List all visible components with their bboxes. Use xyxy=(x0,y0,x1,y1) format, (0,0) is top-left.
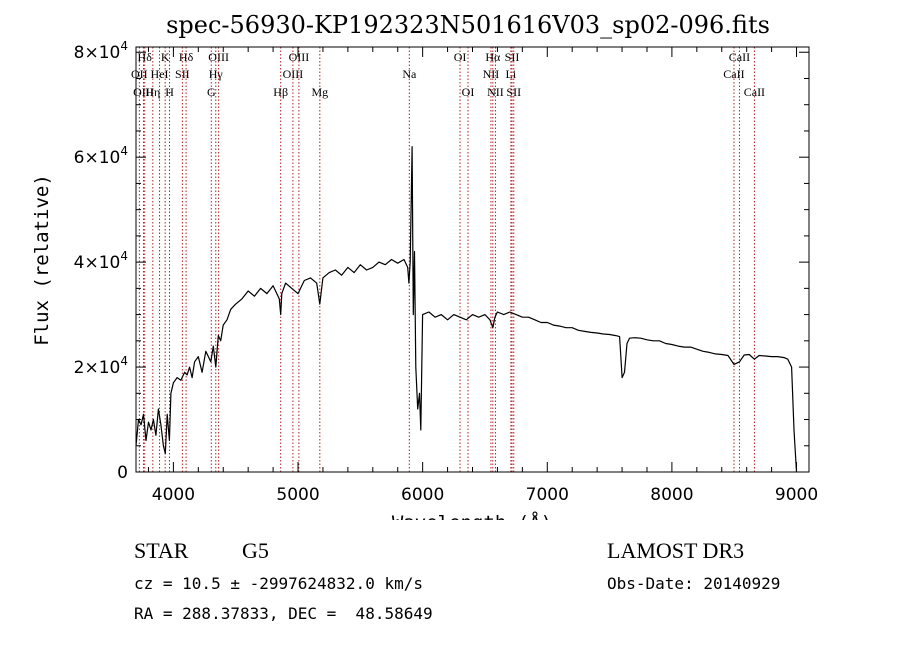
line-label: NII xyxy=(483,67,500,81)
line-label: OI xyxy=(462,85,475,99)
coordinates-readout: RA = 288.37833, DEC = 48.58649 xyxy=(134,604,433,623)
line-label: OI xyxy=(454,50,467,64)
y-tick-label: 6×104 xyxy=(74,144,128,168)
x-tick-label: 4000 xyxy=(152,485,195,505)
plot-frame xyxy=(135,46,810,473)
line-label: CaII xyxy=(723,67,744,81)
spectral-line-markers xyxy=(138,47,755,472)
observation-date: Obs-Date: 20140929 xyxy=(607,574,781,593)
redshift-readout: cz = 10.5 ± -2997624832.0 km/s xyxy=(134,574,423,593)
spectrum-line xyxy=(135,146,798,473)
line-label: OIII xyxy=(133,85,154,99)
line-label: SII xyxy=(505,50,520,64)
line-label: Hγ xyxy=(209,67,224,81)
y-tick-label: 0 xyxy=(117,463,128,483)
line-label: CaII xyxy=(744,85,765,99)
line-label: Na xyxy=(402,67,417,81)
line-label: Mg xyxy=(311,85,328,99)
x-tick-label: 5000 xyxy=(276,485,319,505)
x-tick-label: 9000 xyxy=(775,485,818,505)
y-tick-label: 2×104 xyxy=(74,354,128,378)
line-label: Li xyxy=(506,67,517,81)
line-label: K xyxy=(161,50,170,64)
x-tick-label: 6000 xyxy=(401,485,444,505)
line-label: OII xyxy=(131,67,148,81)
line-label: Hδ xyxy=(138,50,153,64)
line-label: Hδ xyxy=(179,50,194,64)
object-subclass: G5 xyxy=(242,538,269,563)
line-label: NII xyxy=(487,85,504,99)
survey-name: LAMOST DR3 xyxy=(607,538,745,563)
line-label: CaII xyxy=(729,50,750,64)
line-label: Hβ xyxy=(273,85,288,99)
line-label: OIII xyxy=(289,50,310,64)
line-label: Hη xyxy=(145,85,160,99)
object-class: STAR xyxy=(134,538,189,563)
line-label: G xyxy=(207,85,216,99)
spectrum-series xyxy=(135,146,798,473)
x-tick-label: 8000 xyxy=(650,485,693,505)
x-tick-label: 7000 xyxy=(526,485,569,505)
x-axis-label: Wavelength (Å) xyxy=(392,511,552,520)
line-label: HeI xyxy=(151,67,169,81)
line-label: Hα xyxy=(485,50,501,64)
axis-ticks: 4000 5000 6000 7000 8000 9000 0 2×104 4×104 6×104… xyxy=(74,39,819,505)
line-label: OIII xyxy=(208,50,229,64)
line-label: SII xyxy=(175,67,190,81)
spectrum-chart: spec-56930-KP192323N501616V03_sp02-096.f… xyxy=(31,11,819,520)
chart-title: spec-56930-KP192323N501616V03_sp02-096.f… xyxy=(166,11,770,39)
y-axis-label: Flux (relative) xyxy=(31,174,53,346)
y-tick-label: 8×104 xyxy=(74,39,128,63)
y-tick-label: 4×104 xyxy=(74,249,128,273)
line-label: OIII xyxy=(283,67,304,81)
line-label: H xyxy=(165,85,174,99)
line-label: SII xyxy=(506,85,521,99)
